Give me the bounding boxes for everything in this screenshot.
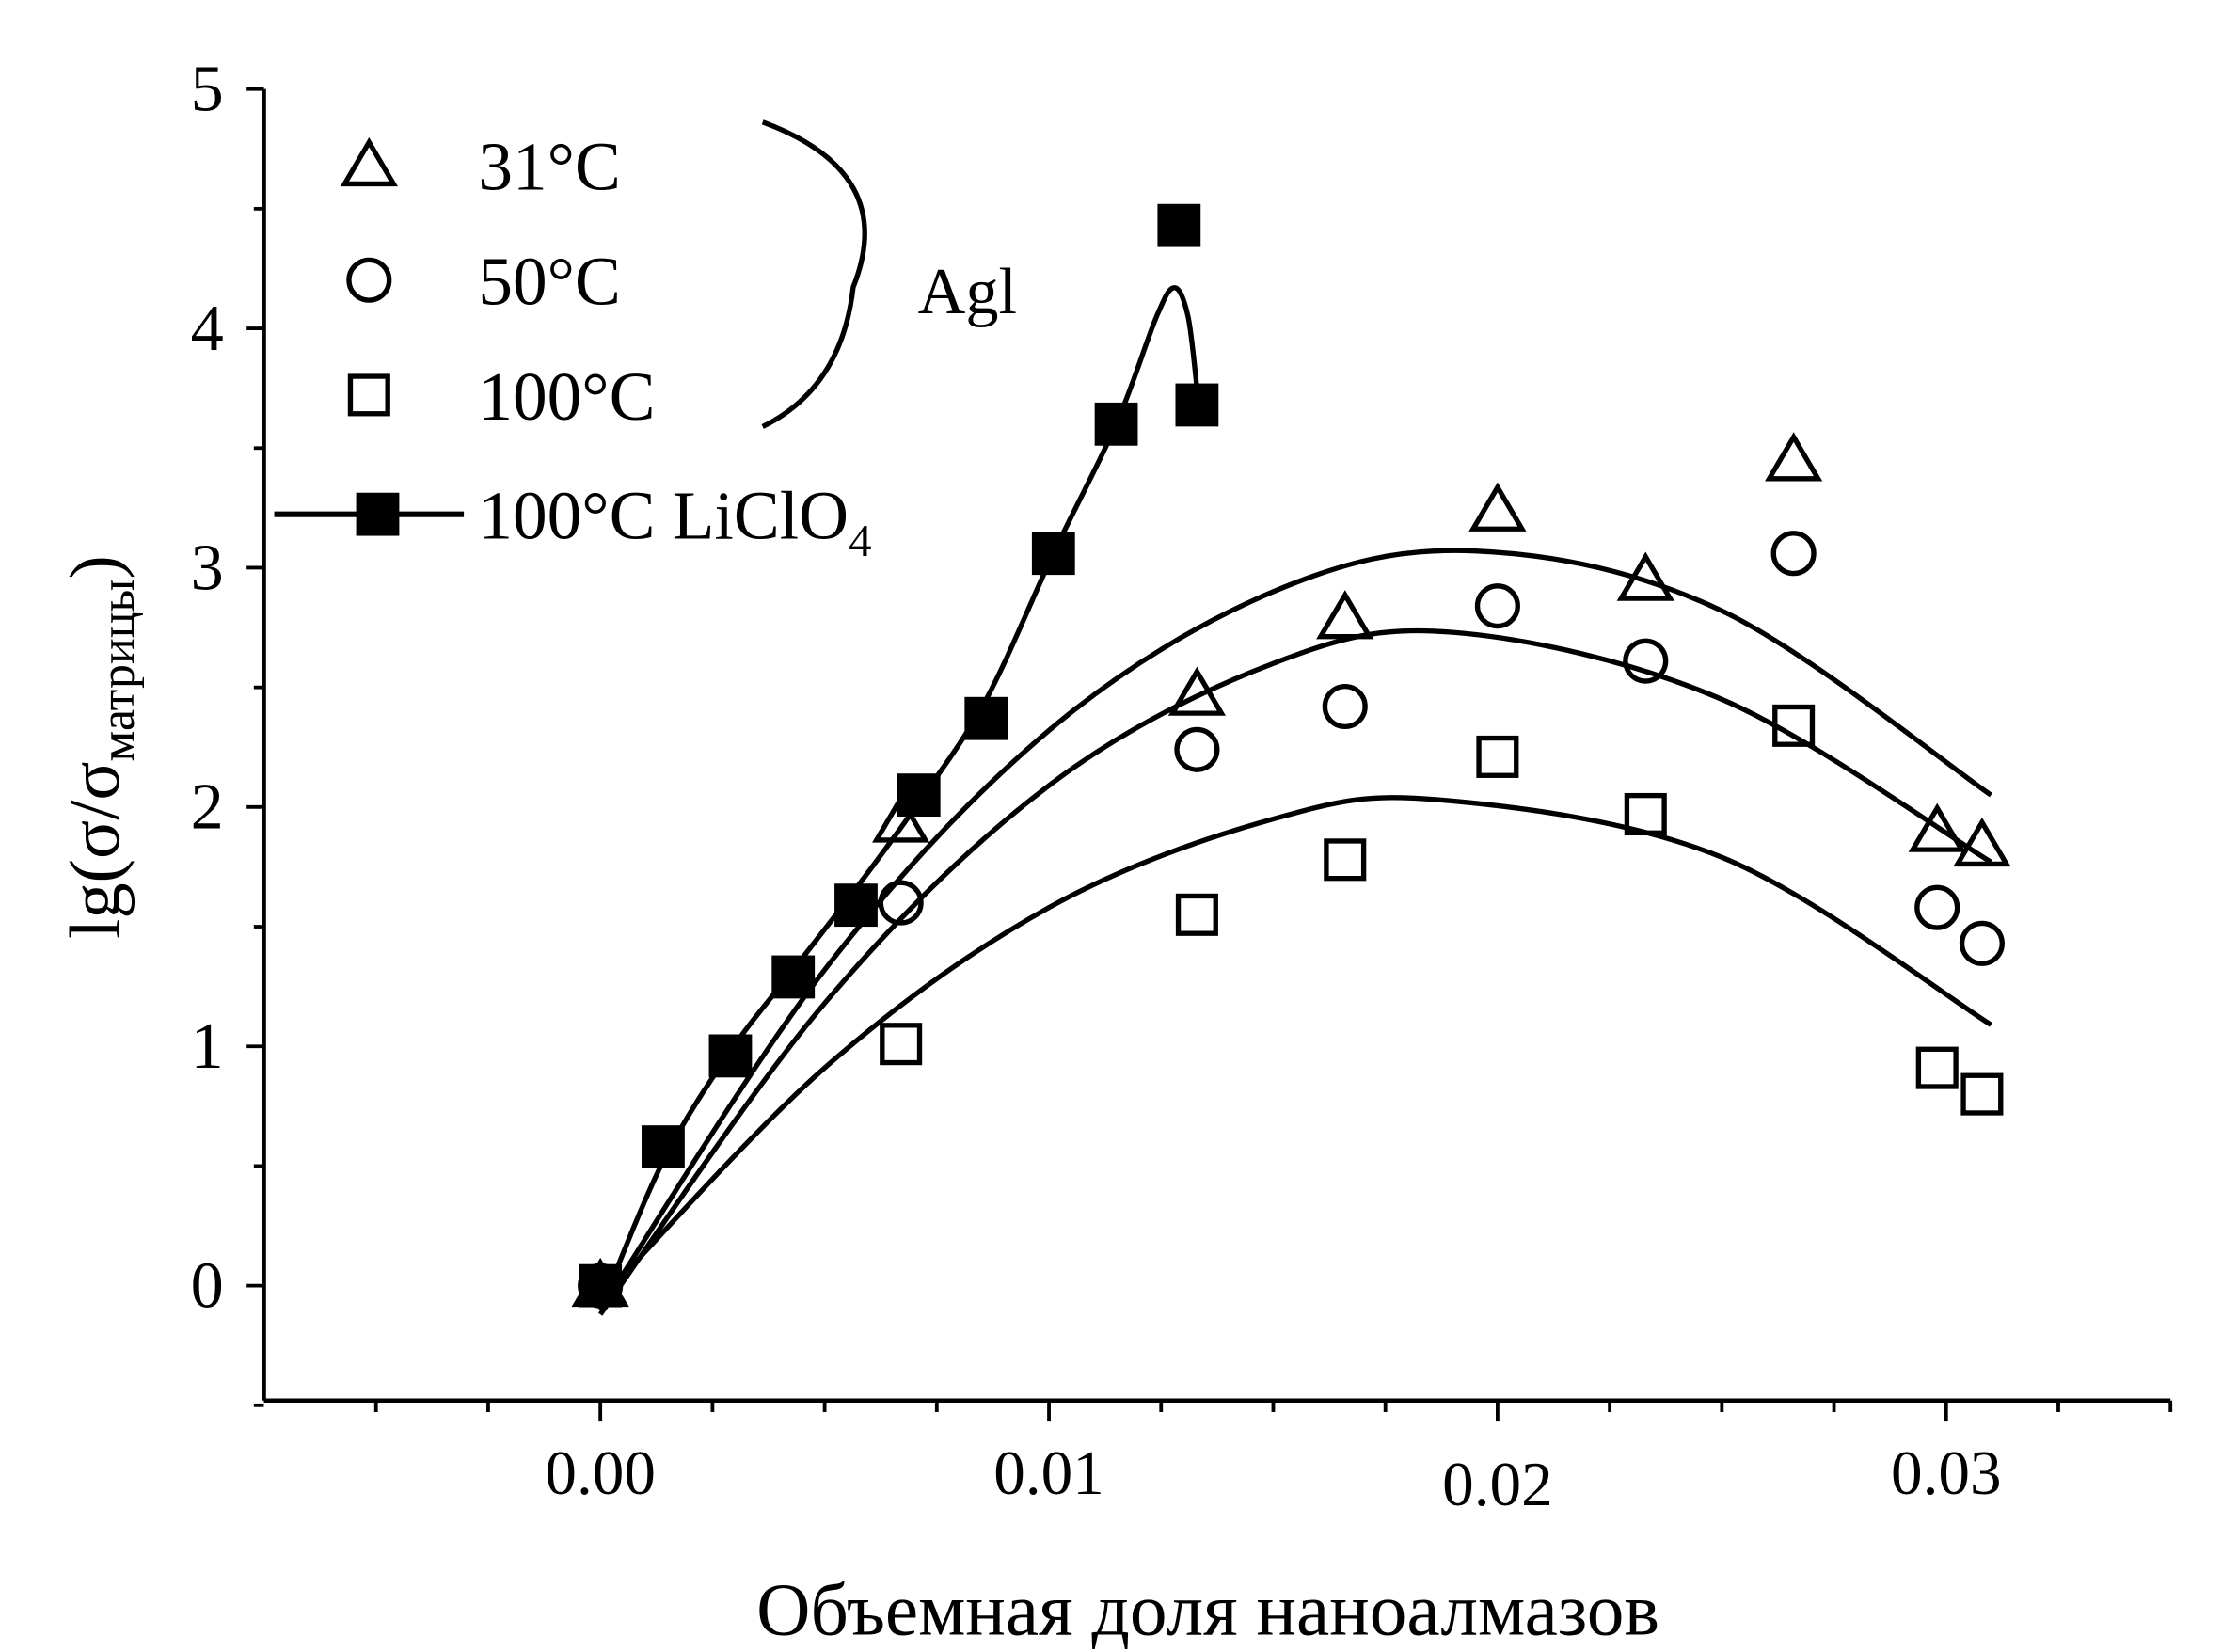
data-point-series-1 <box>1623 638 1669 684</box>
data-point-series-3 <box>1031 532 1075 576</box>
data-point-series-3 <box>964 696 1008 740</box>
data-point-series-1 <box>1474 583 1520 629</box>
x-axis-label: Объемная доля наноалмазов <box>756 1569 1659 1652</box>
x-tick-label: 0.03 <box>1891 1438 2002 1508</box>
y-tick-label: 3 <box>191 531 224 604</box>
y-tick-label: 5 <box>191 53 224 126</box>
y-axis-label-close: ) <box>56 555 135 579</box>
data-point-series-0 <box>1316 590 1374 640</box>
data-point-series-1 <box>1914 884 1960 930</box>
data-point-series-2 <box>880 1023 923 1066</box>
axes: 0 1 2 3 4 5 0.00 0.01 0.02 0.03 <box>191 53 2173 1519</box>
data-point-series-2 <box>1324 838 1367 882</box>
legend-label: 100°C LiClO4 <box>478 478 871 566</box>
y-axis-label-main: lg(σ/σ <box>56 762 135 939</box>
legend-label: 50°C <box>478 244 620 320</box>
legend-label: 100°C <box>478 358 655 435</box>
fit-curves <box>597 285 1992 1316</box>
y-tick-label: 0 <box>191 1249 224 1323</box>
legend-marker <box>347 373 390 417</box>
legend-marker <box>346 257 392 303</box>
data-point-series-0 <box>1616 551 1674 601</box>
fit-curve-0 <box>597 548 1992 1311</box>
data-point-series-3 <box>579 1263 623 1308</box>
data-point-series-1 <box>1959 920 2005 966</box>
legend-marker <box>356 492 400 536</box>
legend-label-main: 100°C LiClO <box>478 478 849 554</box>
data-point-series-0 <box>1765 432 1823 482</box>
data-point-series-1 <box>1174 726 1220 772</box>
y-tick-label: 4 <box>191 292 224 365</box>
data-points <box>571 203 2011 1309</box>
data-point-series-3 <box>834 883 878 928</box>
fit-curve-2 <box>598 795 1992 1302</box>
data-point-series-2 <box>1915 1046 1959 1089</box>
data-point-series-2 <box>1476 735 1519 778</box>
data-point-series-3 <box>1157 203 1201 247</box>
data-point-series-1 <box>1770 531 1817 577</box>
x-tick-label: 0.01 <box>993 1438 1104 1508</box>
data-point-series-2 <box>1624 792 1667 835</box>
y-axis-label-subscript: матрицы <box>91 580 145 762</box>
legend-marker <box>340 136 398 187</box>
data-point-series-1 <box>878 880 924 926</box>
data-point-series-3 <box>771 955 816 999</box>
data-point-series-0 <box>872 793 930 843</box>
data-point-series-0 <box>1953 817 2011 867</box>
data-point-series-0 <box>1167 666 1227 716</box>
data-point-series-1 <box>1322 683 1368 730</box>
y-axis-label: lg(σ/σматрицы) <box>56 555 145 939</box>
data-point-series-2 <box>1960 1072 2004 1116</box>
data-point-series-2 <box>1772 704 1816 747</box>
data-point-series-3 <box>708 1034 753 1078</box>
agl-label: Agl <box>918 255 1017 328</box>
y-tick-label: 1 <box>191 1009 224 1083</box>
legend: 31°C 50°C 100°C 100°C LiClO4 <box>274 129 872 566</box>
legend-label-subscript: 4 <box>849 515 871 566</box>
fit-curve-1 <box>597 627 1992 1316</box>
data-point-series-0 <box>1908 802 1966 852</box>
y-tick-label: 2 <box>191 770 224 844</box>
x-tick-label: 0.00 <box>545 1438 656 1508</box>
agl-bracket <box>761 119 867 429</box>
data-point-series-0 <box>1468 482 1527 532</box>
data-point-series-3 <box>1094 402 1138 446</box>
data-point-series-2 <box>1175 893 1218 936</box>
x-tick-label: 0.02 <box>1442 1449 1553 1519</box>
legend-label: 31°C <box>478 129 620 205</box>
data-point-series-3 <box>1175 383 1219 427</box>
data-point-series-3 <box>897 773 941 818</box>
data-point-series-3 <box>642 1125 685 1168</box>
